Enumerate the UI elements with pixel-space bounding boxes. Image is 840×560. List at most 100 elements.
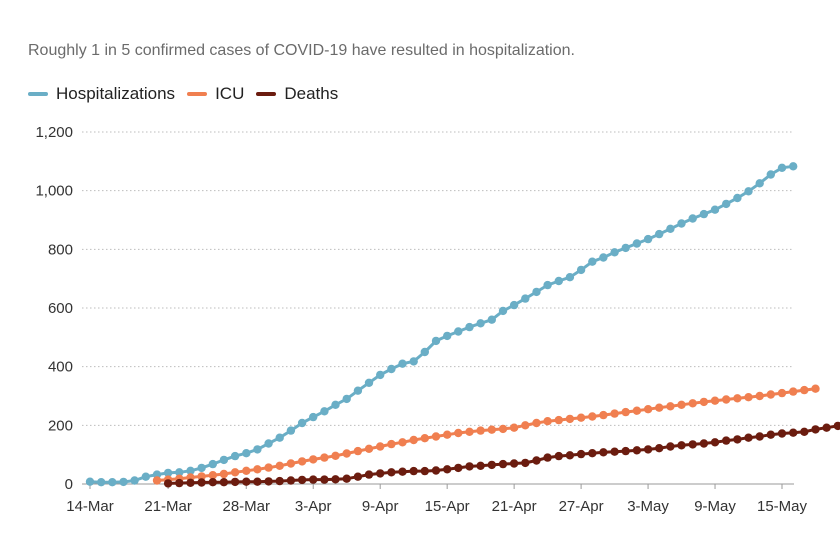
y-tick-label: 800 <box>48 241 73 258</box>
data-point-hospitalizations <box>576 265 586 275</box>
legend: Hospitalizations ICU Deaths <box>28 84 350 104</box>
data-point-deaths <box>242 477 251 486</box>
legend-item-icu: ICU <box>187 84 244 104</box>
data-point-hospitalizations <box>487 315 496 324</box>
data-point-deaths <box>699 439 709 448</box>
data-point-deaths <box>677 441 686 450</box>
data-point-icu <box>320 453 329 462</box>
data-point-icu <box>498 424 508 434</box>
x-tick-label: 9-May <box>694 498 736 515</box>
legend-item-hospitalizations: Hospitalizations <box>28 84 175 104</box>
data-point-icu <box>253 465 262 474</box>
data-point-hospitalizations <box>264 439 273 448</box>
data-point-icu <box>364 444 374 453</box>
data-point-icu <box>744 393 753 402</box>
x-tick-label: 21-Mar <box>144 498 192 515</box>
y-tick-label: 1,200 <box>35 124 73 141</box>
data-point-hospitalizations <box>320 407 329 416</box>
x-tick-label: 14-Mar <box>66 498 114 515</box>
data-point-icu <box>777 388 787 398</box>
data-point-icu <box>387 439 396 449</box>
data-point-hospitalizations <box>699 209 709 219</box>
data-point-icu <box>465 427 474 436</box>
data-point-hospitalizations <box>643 234 653 244</box>
data-point-deaths <box>599 448 608 457</box>
data-point-deaths <box>833 421 840 431</box>
data-point-hospitalizations <box>230 451 240 461</box>
data-point-deaths <box>777 429 787 438</box>
data-point-hospitalizations <box>710 205 720 214</box>
data-point-deaths <box>208 478 217 487</box>
data-point-hospitalizations <box>85 477 95 486</box>
data-point-icu <box>431 432 441 441</box>
data-point-icu <box>219 469 229 479</box>
data-point-hospitalizations <box>353 386 363 395</box>
data-point-hospitalizations <box>454 327 463 336</box>
data-point-deaths <box>219 478 229 487</box>
data-point-hospitalizations <box>599 253 608 262</box>
x-tick-label: 3-Apr <box>295 498 332 515</box>
x-tick-label: 27-Apr <box>559 498 604 515</box>
data-point-deaths <box>733 435 742 444</box>
data-point-deaths <box>342 474 351 483</box>
data-point-icu <box>599 410 608 420</box>
data-point-hospitalizations <box>409 357 418 366</box>
data-point-deaths <box>420 466 429 476</box>
data-point-hospitalizations <box>543 280 552 290</box>
data-point-icu <box>476 426 485 435</box>
data-point-icu <box>722 395 731 404</box>
data-point-hospitalizations <box>443 331 452 341</box>
data-point-deaths <box>509 459 519 468</box>
legend-swatch-icu <box>187 92 208 96</box>
data-point-icu <box>286 459 296 468</box>
y-tick-label: 600 <box>48 300 73 317</box>
data-point-hospitalizations <box>97 478 106 487</box>
data-point-icu <box>755 391 764 401</box>
data-point-icu <box>420 434 429 443</box>
data-point-icu <box>275 461 284 470</box>
data-point-deaths <box>320 475 329 484</box>
data-point-hospitalizations <box>309 412 318 422</box>
data-point-deaths <box>621 446 630 456</box>
data-point-icu <box>398 438 407 447</box>
data-point-hospitalizations <box>242 449 251 458</box>
data-point-deaths <box>398 467 407 476</box>
data-point-hospitalizations <box>197 463 206 473</box>
data-point-hospitalizations <box>509 300 519 310</box>
data-point-deaths <box>521 458 530 468</box>
data-point-hospitalizations <box>387 364 396 374</box>
data-point-deaths <box>331 475 340 484</box>
data-point-icu <box>710 396 720 405</box>
data-point-icu <box>677 400 686 409</box>
data-point-hospitalizations <box>744 187 753 196</box>
data-point-deaths <box>163 479 173 488</box>
data-point-deaths <box>610 447 619 456</box>
data-point-hospitalizations <box>376 370 385 380</box>
data-point-deaths <box>766 430 775 439</box>
data-point-deaths <box>387 468 396 477</box>
data-point-deaths <box>655 444 664 453</box>
data-point-deaths <box>253 477 262 486</box>
data-point-hospitalizations <box>130 476 139 485</box>
x-tick-label: 3-May <box>627 498 669 515</box>
data-point-deaths <box>286 476 296 485</box>
data-point-deaths <box>755 432 764 441</box>
data-point-hospitalizations <box>398 359 407 368</box>
legend-swatch-deaths <box>256 92 277 96</box>
data-point-deaths <box>364 470 374 479</box>
data-point-hospitalizations <box>565 273 575 282</box>
data-point-icu <box>588 412 597 421</box>
data-point-deaths <box>666 442 675 451</box>
data-point-icu <box>342 449 351 458</box>
legend-item-deaths: Deaths <box>256 84 338 104</box>
data-point-hospitalizations <box>186 466 195 475</box>
data-point-hospitalizations <box>532 287 541 297</box>
data-point-deaths <box>175 478 184 488</box>
data-point-icu <box>632 406 642 415</box>
data-point-icu <box>509 423 519 432</box>
x-tick-label: 15-Apr <box>425 498 470 515</box>
x-tick-label: 15-May <box>757 498 808 515</box>
data-point-deaths <box>710 438 720 447</box>
data-point-hospitalizations <box>688 214 697 223</box>
